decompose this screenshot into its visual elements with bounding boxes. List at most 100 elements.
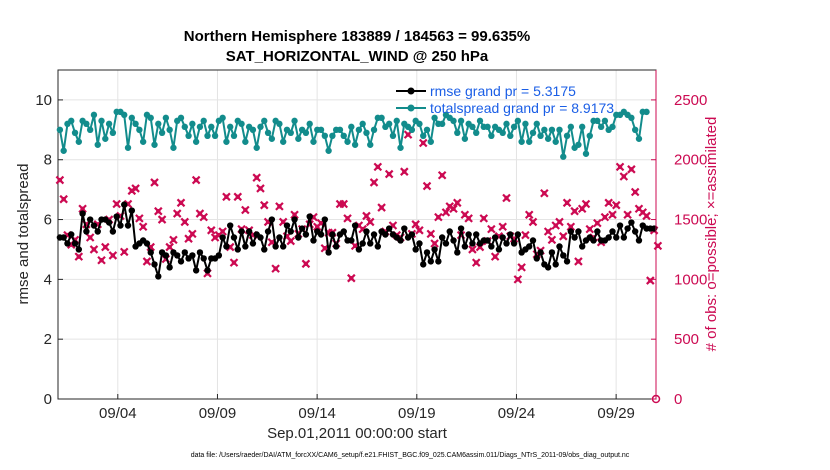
totalspread-point	[609, 123, 616, 131]
totalspread-point	[438, 120, 446, 128]
totalspread-point	[90, 111, 98, 119]
totalspread-series	[56, 108, 650, 160]
x-axis-ticks: 09/04 09/09 09/14 09/19 09/24 09/29	[99, 394, 635, 422]
obs-count-marker	[169, 235, 178, 245]
rmse-point	[355, 246, 363, 253]
totalspread-point	[586, 132, 593, 139]
totalspread-point	[389, 132, 397, 139]
rmse-point	[620, 234, 628, 241]
rmse-point	[68, 231, 75, 238]
rmse-line	[59, 203, 655, 278]
rmse-point	[90, 222, 98, 229]
obs-count-marker	[301, 259, 311, 269]
totalspread-point	[503, 120, 510, 128]
rmse-point	[298, 225, 306, 232]
data-file-footnote: data file: /Users/raeder/DAI/ATM_forcXX/…	[191, 452, 630, 459]
totalspread-point	[181, 123, 188, 131]
rmse-point	[117, 222, 124, 229]
obs-count-marker	[630, 187, 640, 197]
totalspread-point	[109, 129, 117, 137]
obs-count-marker	[468, 245, 477, 254]
obs-count-marker	[570, 206, 579, 216]
rmse-point	[450, 237, 457, 244]
totalspread-point	[249, 126, 257, 134]
rmse-point	[332, 243, 340, 250]
totalspread-point	[628, 114, 635, 122]
rmse-point	[514, 231, 522, 238]
totalspread-point	[68, 117, 75, 125]
rmse-point	[548, 249, 556, 256]
totalspread-point	[102, 135, 109, 142]
rmse-point	[200, 255, 207, 262]
obs-count-marker	[112, 199, 121, 209]
totalspread-point	[257, 123, 264, 131]
obs-count-marker	[547, 235, 557, 245]
rmse-point	[121, 201, 128, 208]
obs-count-marker	[138, 222, 148, 232]
obs-count-marker	[142, 257, 152, 266]
rmse-point	[151, 261, 158, 268]
rmse-point	[238, 228, 245, 235]
obs-count-marker	[347, 273, 356, 283]
rmse-point	[594, 228, 601, 235]
rmse-point	[435, 258, 442, 265]
totalspread-point	[541, 126, 548, 134]
obs-count-marker	[252, 173, 261, 182]
rmse-point	[105, 219, 113, 226]
rmse-point	[64, 240, 71, 247]
x-tick-label: 09/24	[498, 405, 536, 422]
obs-count-marker	[188, 229, 197, 239]
x-axis-label: Sep.01,2011 00:00:00 start	[267, 425, 448, 442]
totalspread-point	[211, 132, 219, 139]
totalspread-point	[597, 123, 605, 131]
totalspread-point	[556, 126, 563, 134]
obs-count-marker	[199, 212, 208, 222]
obs-count-marker	[502, 193, 511, 203]
totalspread-point	[473, 129, 480, 137]
totalspread-point	[499, 129, 506, 137]
rmse-point	[291, 216, 298, 223]
rmse-point	[438, 234, 446, 241]
obs-count-marker	[271, 264, 280, 273]
totalspread-point	[276, 120, 283, 128]
totalspread-point	[124, 144, 132, 151]
rmse-point	[215, 252, 223, 259]
rmse-point	[454, 249, 461, 256]
totalspread-point	[321, 132, 329, 139]
rmse-point	[287, 228, 294, 235]
obs-count-marker	[411, 220, 420, 229]
obs-count-marker	[441, 208, 451, 217]
totalspread-point	[363, 129, 370, 137]
rmse-point	[507, 231, 514, 238]
obs-count-marker	[528, 217, 538, 227]
totalspread-point	[582, 150, 590, 157]
rmse-point	[616, 222, 624, 229]
rmse-point	[537, 249, 544, 256]
obs-count-marker	[524, 210, 534, 220]
totalspread-point	[121, 111, 128, 119]
rmse-point	[495, 246, 503, 253]
obs-count-marker	[229, 258, 239, 267]
totalspread-point	[219, 114, 226, 122]
totalspread-point	[139, 138, 147, 145]
totalspread-point	[359, 120, 366, 128]
rmse-point	[257, 234, 264, 241]
totalspread-point	[578, 123, 586, 131]
rmse-point	[329, 231, 336, 238]
rmse-point	[624, 225, 631, 232]
totalspread-point	[261, 117, 268, 125]
rmse-point	[416, 240, 423, 247]
rmse-point	[560, 252, 567, 259]
rmse-point	[370, 231, 378, 238]
rmse-point	[204, 267, 211, 274]
totalspread-point	[132, 120, 139, 128]
obs-count-marker	[343, 214, 352, 223]
rmse-point	[261, 246, 268, 253]
chart-title-line-2: SAT_HORIZONTAL_WIND @ 250 hPa	[226, 48, 489, 65]
obs-count-marker	[623, 210, 632, 220]
right-y-axis-ticks: 0 500 1000 1500 2000 2500	[651, 92, 707, 408]
obs-count-marker	[150, 178, 159, 187]
obs-count-marker	[74, 252, 84, 261]
obs-count-marker	[562, 198, 572, 208]
